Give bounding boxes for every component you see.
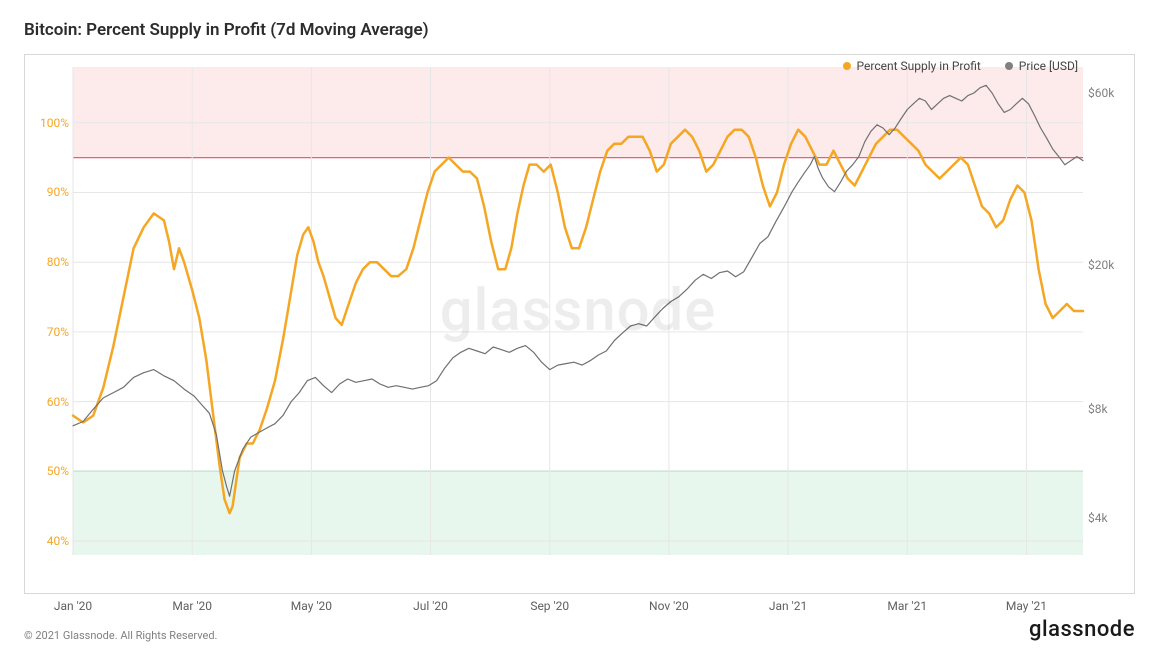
legend-dot-profit <box>843 62 851 70</box>
yaxis-left-tick: 90% <box>25 185 69 199</box>
legend-dot-price <box>1005 62 1013 70</box>
yaxis-left-tick: 60% <box>25 395 69 409</box>
legend-item-price: Price [USD] <box>1005 59 1078 73</box>
chart-title: Bitcoin: Percent Supply in Profit (7d Mo… <box>24 20 1135 40</box>
yaxis-right-tick: $60k <box>1088 86 1134 100</box>
xaxis-tick: May '20 <box>291 593 332 613</box>
yaxis-left-tick: 80% <box>25 255 69 269</box>
legend: Percent Supply in Profit Price [USD] <box>843 59 1078 73</box>
yaxis-right-tick: $20k <box>1088 258 1134 272</box>
plot-area: glassnode <box>73 67 1083 555</box>
footer: © 2021 Glassnode. All Rights Reserved. g… <box>24 617 1135 642</box>
yaxis-left-tick: 100% <box>25 116 69 130</box>
xaxis-tick: Sep '20 <box>530 593 569 613</box>
legend-label-price: Price [USD] <box>1019 59 1078 73</box>
xaxis-tick: Mar '20 <box>172 593 212 613</box>
yaxis-left-tick: 70% <box>25 325 69 339</box>
chart-frame: Percent Supply in Profit Price [USD] gla… <box>24 54 1135 594</box>
legend-label-profit: Percent Supply in Profit <box>857 59 981 73</box>
yaxis-right-tick: $4k <box>1088 511 1134 525</box>
xaxis-tick: Mar '21 <box>887 593 927 613</box>
brand-logo: glassnode <box>1029 617 1135 642</box>
yaxis-left-tick: 50% <box>25 464 69 478</box>
xaxis-tick: Nov '20 <box>649 593 689 613</box>
xaxis-tick: Jul '20 <box>413 593 448 613</box>
legend-item-profit: Percent Supply in Profit <box>843 59 981 73</box>
xaxis-tick: May '21 <box>1006 593 1047 613</box>
yaxis-right-tick: $8k <box>1088 402 1134 416</box>
xaxis-tick: Jan '20 <box>54 593 92 613</box>
copyright: © 2021 Glassnode. All Rights Reserved. <box>24 629 217 642</box>
yaxis-left-tick: 40% <box>25 534 69 548</box>
chart-svg <box>73 67 1083 555</box>
xaxis-tick: Jan '21 <box>769 593 807 613</box>
